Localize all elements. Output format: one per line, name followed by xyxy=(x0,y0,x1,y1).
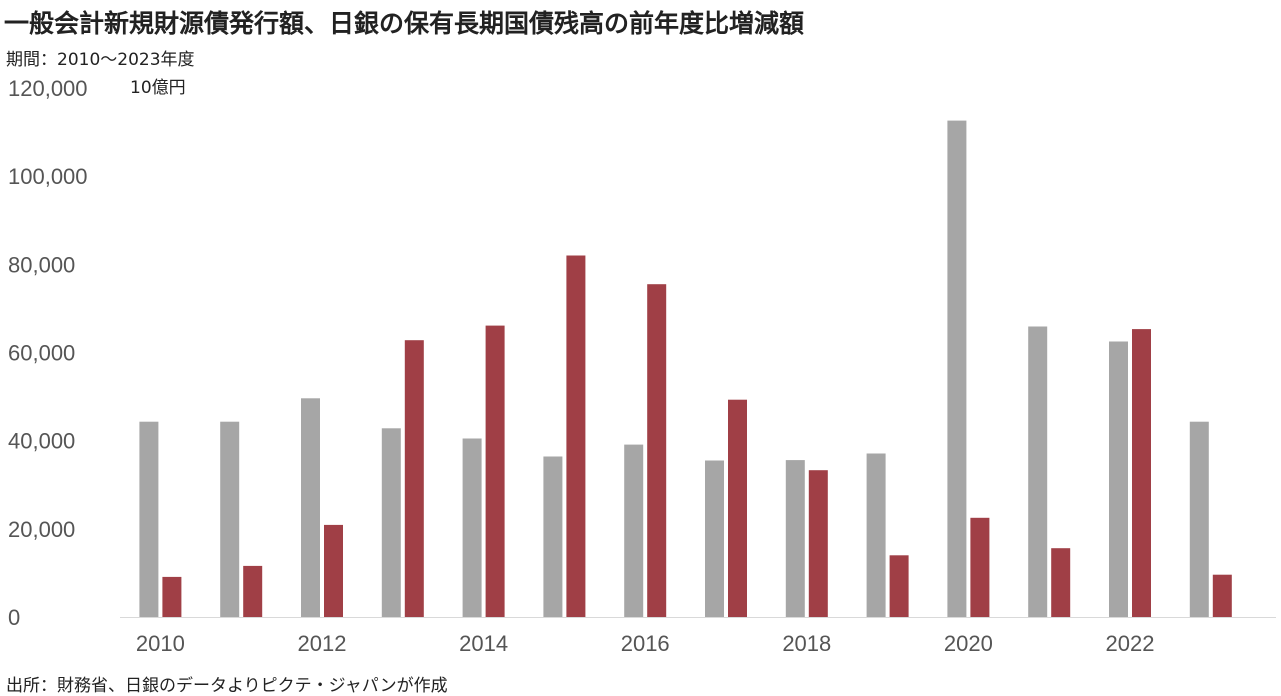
bar-series1-2021 xyxy=(1028,326,1048,617)
y-axis: 0 20,000 40,000 60,000 80,000 100,000 120,000 xyxy=(8,76,88,630)
y-tick-label: 0 xyxy=(8,605,20,630)
bar-series1-2011 xyxy=(220,421,240,617)
bar-series1-2013 xyxy=(381,428,401,617)
bar-series1-2012 xyxy=(301,398,320,617)
x-tick-label: 2020 xyxy=(944,631,993,656)
bar-series1-2020 xyxy=(947,120,967,617)
bar-series2-2014 xyxy=(485,325,505,617)
x-tick-label: 2016 xyxy=(621,631,670,656)
bar-series1-2018 xyxy=(785,460,805,617)
bars xyxy=(139,120,1232,617)
bar-series2-2015 xyxy=(566,255,586,617)
bar-series2-2012 xyxy=(324,524,343,617)
bar-series2-2011 xyxy=(243,565,263,617)
x-tick-label: 2018 xyxy=(782,631,831,656)
bar-series2-2021 xyxy=(1051,548,1071,617)
unit-label: 10億円 xyxy=(130,78,186,98)
bar-series1-2022 xyxy=(1109,341,1128,617)
source-note: 出所：財務省、日銀のデータよりピクテ・ジャパンが作成 xyxy=(6,676,448,696)
bar-series2-2019 xyxy=(889,555,909,617)
y-tick-label: 120,000 xyxy=(8,76,88,101)
x-tick-label: 2022 xyxy=(1106,631,1155,656)
y-tick-label: 60,000 xyxy=(8,341,75,366)
chart-title: 一般会計新規財源債発行額、日銀の保有長期国債残高の前年度比増減額 xyxy=(4,9,805,38)
bar-series1-2010 xyxy=(139,421,159,617)
y-tick-label: 80,000 xyxy=(8,252,75,277)
bar-series2-2023 xyxy=(1212,574,1232,617)
y-tick-label: 20,000 xyxy=(8,517,75,542)
bar-series1-2015 xyxy=(543,456,563,617)
bar-series1-2023 xyxy=(1189,421,1209,617)
chart-subtitle: 期間：2010～2023年度 xyxy=(6,50,195,70)
bar-series2-2018 xyxy=(808,470,828,617)
y-tick-label: 40,000 xyxy=(8,429,75,454)
bar-series2-2013 xyxy=(404,340,424,617)
bar-series2-2022 xyxy=(1132,329,1151,617)
x-axis: 2010 2012 2014 2016 2018 2020 2022 xyxy=(136,631,1155,656)
bar-series2-2010 xyxy=(162,576,182,617)
bar-series1-2014 xyxy=(462,438,482,617)
bar-series2-2020 xyxy=(970,517,990,617)
y-tick-label: 100,000 xyxy=(8,164,88,189)
bar-series1-2016 xyxy=(624,444,644,617)
bar-series1-2017 xyxy=(705,460,724,617)
x-tick-label: 2010 xyxy=(136,631,185,656)
x-tick-label: 2014 xyxy=(459,631,508,656)
x-tick-label: 2012 xyxy=(298,631,347,656)
bar-series2-2016 xyxy=(647,284,667,617)
bar-series1-2019 xyxy=(866,453,886,617)
bar-series2-2017 xyxy=(728,399,747,617)
